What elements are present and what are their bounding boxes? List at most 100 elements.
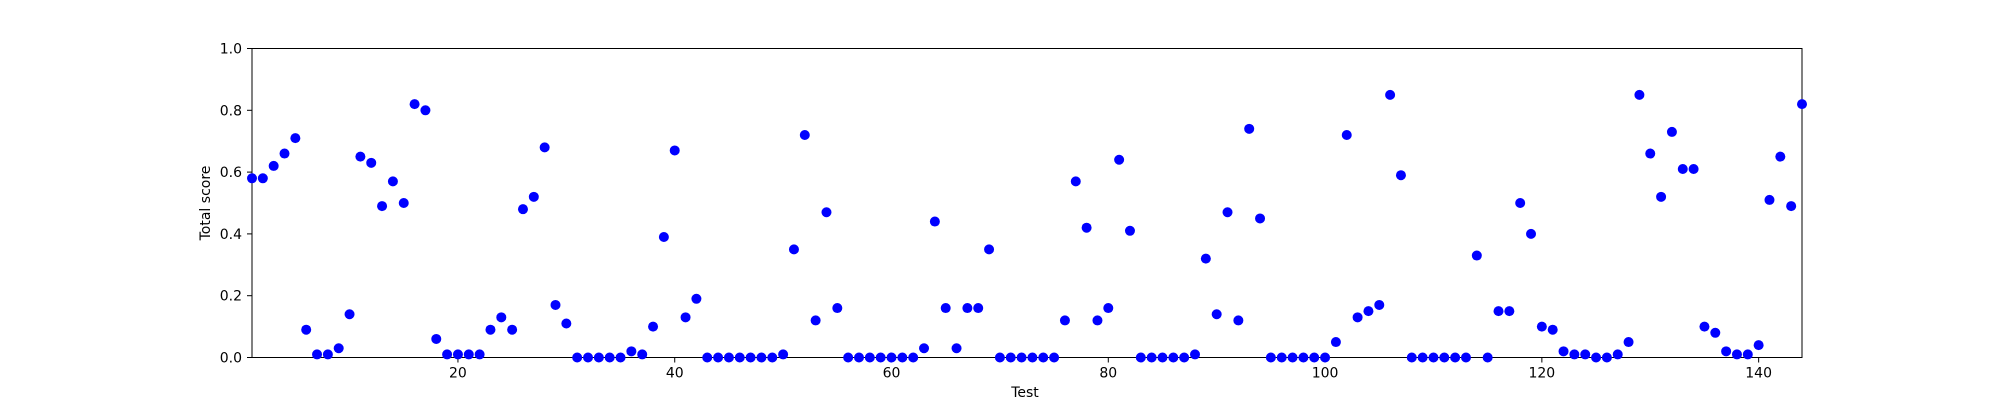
data-point <box>886 352 897 363</box>
data-point <box>897 352 908 363</box>
data-point <box>1601 352 1612 363</box>
data-point <box>767 352 778 363</box>
data-point <box>1591 352 1602 363</box>
data-point <box>1211 309 1222 320</box>
data-point <box>1049 352 1060 363</box>
data-point <box>637 349 648 360</box>
data-point <box>1114 154 1125 165</box>
data-point <box>301 324 312 335</box>
data-point <box>984 244 995 255</box>
data-point <box>485 324 496 335</box>
data-point <box>1200 253 1211 264</box>
data-point <box>1027 352 1038 363</box>
data-point <box>1753 340 1764 351</box>
data-point <box>1092 315 1103 326</box>
data-point <box>463 349 474 360</box>
data-point <box>929 216 940 227</box>
data-point <box>1450 352 1461 363</box>
data-point <box>1179 352 1190 363</box>
data-point <box>1504 306 1515 317</box>
data-point <box>528 191 539 202</box>
data-point <box>1103 303 1114 314</box>
data-point <box>420 105 431 116</box>
data-point <box>1634 89 1645 100</box>
data-point <box>778 349 789 360</box>
data-point <box>1352 312 1363 323</box>
data-point <box>1428 352 1439 363</box>
data-points <box>247 89 1807 363</box>
data-point <box>723 352 734 363</box>
y-tick-label: 0.8 <box>220 103 242 119</box>
data-point <box>1731 349 1742 360</box>
data-point <box>788 244 799 255</box>
data-point <box>843 352 854 363</box>
data-point <box>1482 352 1493 363</box>
data-point <box>1558 346 1569 357</box>
data-point <box>452 349 463 360</box>
data-point <box>1363 306 1374 317</box>
data-point <box>1081 222 1092 233</box>
x-axis: 20 40 60 80 100 120 140 <box>449 357 1772 382</box>
data-point <box>908 352 919 363</box>
data-point <box>517 204 528 215</box>
data-point <box>691 293 702 304</box>
x-tick-label: 80 <box>1099 366 1117 382</box>
data-point <box>322 349 333 360</box>
data-point <box>344 309 355 320</box>
data-point <box>1059 315 1070 326</box>
data-point <box>355 151 366 162</box>
y-tick-label: 1.0 <box>220 42 242 58</box>
x-tick-label: 120 <box>1528 366 1555 382</box>
data-point <box>583 352 594 363</box>
data-point <box>1255 213 1266 224</box>
data-point <box>1157 352 1168 363</box>
data-point <box>1688 164 1699 175</box>
data-point <box>864 352 875 363</box>
x-tick-label: 20 <box>449 366 467 382</box>
data-point <box>1439 352 1450 363</box>
data-point <box>247 173 257 184</box>
data-point <box>1656 191 1667 202</box>
data-point <box>669 145 680 156</box>
data-point <box>1276 352 1287 363</box>
y-tick-label: 0.2 <box>220 289 242 305</box>
data-point <box>1786 201 1797 212</box>
data-point <box>1471 250 1482 261</box>
data-point <box>994 352 1005 363</box>
data-point <box>1677 164 1688 175</box>
data-point <box>940 303 951 314</box>
data-point <box>268 160 279 171</box>
data-point <box>1526 228 1537 239</box>
data-point <box>377 201 388 212</box>
data-point <box>1168 352 1179 363</box>
x-tick-label: 60 <box>883 366 901 382</box>
data-point <box>919 343 930 354</box>
data-point <box>1493 306 1504 317</box>
data-point <box>702 352 713 363</box>
data-point <box>1699 321 1710 332</box>
data-point <box>1233 315 1244 326</box>
data-point <box>1764 194 1775 205</box>
data-point <box>1341 130 1352 141</box>
data-point <box>409 99 420 110</box>
x-axis-label: Test <box>1010 385 1039 400</box>
data-point <box>257 173 268 184</box>
data-point <box>1580 349 1591 360</box>
data-point <box>1374 299 1385 310</box>
data-point <box>810 315 821 326</box>
data-point <box>1417 352 1428 363</box>
data-point <box>279 148 290 159</box>
data-point <box>648 321 659 332</box>
data-point <box>1190 349 1201 360</box>
data-point <box>1070 176 1081 187</box>
data-point <box>756 352 767 363</box>
data-point <box>1742 349 1753 360</box>
data-point <box>1005 352 1016 363</box>
y-tick-label: 0.4 <box>220 227 242 243</box>
data-point <box>290 133 301 144</box>
data-point <box>1265 352 1276 363</box>
data-point <box>496 312 507 323</box>
data-point <box>1330 337 1341 348</box>
x-tick-label: 40 <box>666 366 684 382</box>
